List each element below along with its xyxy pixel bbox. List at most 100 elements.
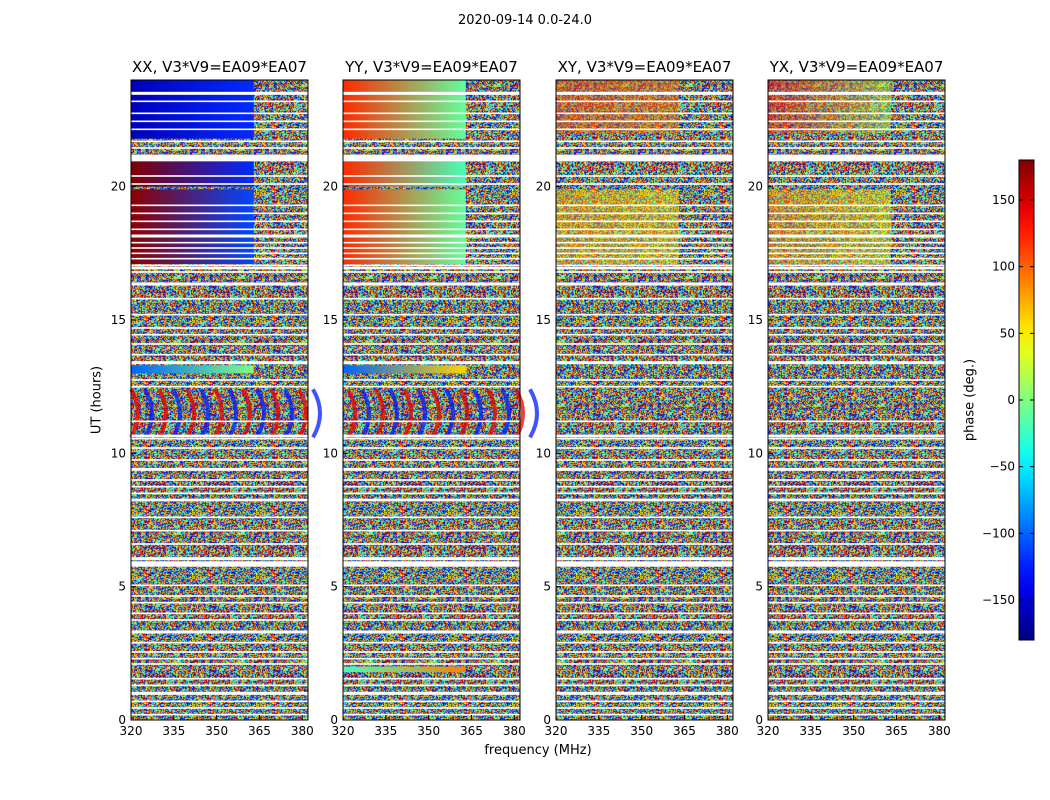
data-gap (556, 379, 733, 381)
data-gap (556, 657, 733, 660)
data-gap (768, 361, 945, 365)
x-tick-label: 320 (545, 724, 568, 738)
fringe-arc (528, 388, 539, 439)
data-gap (556, 420, 733, 423)
flagged-region (768, 498, 945, 502)
data-gap (556, 327, 733, 329)
axes-frame (130, 79, 309, 721)
data-gap (343, 379, 520, 381)
coherent-band (768, 189, 891, 264)
fringe-arc (514, 388, 525, 439)
data-gap (556, 241, 733, 244)
y-tick-label: 10 (748, 446, 763, 460)
data-gap (768, 479, 945, 481)
data-gap (768, 691, 945, 695)
data-gap (131, 684, 308, 687)
fringe-arc (374, 388, 385, 439)
data-gap (131, 252, 308, 255)
data-gap (343, 100, 520, 103)
fringe-arc (241, 388, 252, 439)
data-gap (131, 707, 308, 709)
x-tick-label: 350 (842, 724, 865, 738)
data-gap (556, 516, 733, 519)
data-gap (556, 447, 733, 449)
x-tick-label: 380 (291, 724, 314, 738)
data-gap (343, 271, 520, 273)
data-gap (556, 128, 733, 131)
data-gap (768, 264, 945, 267)
data-gap (343, 361, 520, 365)
data-gap (343, 228, 520, 231)
data-gap (556, 257, 733, 260)
data-gap (556, 595, 733, 597)
data-gap (556, 297, 733, 300)
data-gap (768, 252, 945, 255)
data-gap (343, 247, 520, 249)
colorbar-tick-label: 50 (1000, 326, 1015, 340)
data-gap (131, 651, 308, 653)
data-gap (768, 713, 945, 716)
data-gap (343, 112, 520, 115)
flagged-region (768, 266, 945, 270)
data-gap (556, 271, 733, 273)
data-gap (768, 630, 945, 634)
data-gap (556, 234, 733, 238)
x-tick-label: 365 (673, 724, 696, 738)
data-gap (131, 297, 308, 300)
data-gap (131, 147, 308, 149)
data-gap (131, 612, 308, 615)
data-gap (131, 516, 308, 519)
data-gap (556, 691, 733, 695)
data-gap (131, 128, 308, 131)
fringe-arc (402, 388, 413, 439)
fringe-arc (213, 388, 224, 439)
data-gap (768, 333, 945, 336)
data-gap (131, 663, 308, 665)
data-gap (343, 420, 520, 423)
data-gap (556, 651, 733, 653)
data-gap (131, 677, 308, 680)
data-gap (556, 361, 733, 365)
data-gap (556, 183, 733, 185)
data-gap (131, 479, 308, 481)
coherent-band (556, 189, 679, 264)
data-gap (343, 120, 520, 123)
data-gap (343, 492, 520, 495)
data-gap (556, 264, 733, 267)
data-gap (131, 257, 308, 260)
data-gap (131, 459, 308, 461)
data-gap (556, 663, 733, 665)
fringe-arc (346, 388, 357, 439)
data-gap (556, 543, 733, 545)
fringe-arc (199, 388, 210, 439)
data-gap (343, 691, 520, 695)
data-gap (343, 333, 520, 336)
data-gap (131, 601, 308, 604)
axes-frame (342, 79, 521, 721)
data-gap (131, 467, 308, 471)
data-gap (768, 343, 945, 345)
fringe-arc (157, 388, 168, 439)
data-gap (131, 557, 308, 561)
flagged-region (131, 266, 308, 270)
y-tick-label: 15 (323, 313, 338, 327)
data-gap (343, 459, 520, 461)
data-gap (768, 120, 945, 123)
data-gap (768, 584, 945, 587)
data-gap (131, 212, 308, 215)
data-gap (768, 175, 945, 177)
data-gap (768, 140, 945, 143)
axes-frame (555, 79, 734, 721)
data-gap (556, 353, 733, 356)
data-gap (768, 100, 945, 103)
coherent-band (343, 666, 466, 672)
data-gap (131, 713, 308, 716)
flagged-region (131, 561, 308, 567)
data-gap (768, 128, 945, 131)
data-gap (131, 379, 308, 381)
data-gap (768, 228, 945, 231)
data-gap (768, 420, 945, 423)
data-gap (131, 385, 308, 388)
colorbar-label: phase (deg.) (962, 358, 978, 442)
flagged-region (768, 561, 945, 567)
